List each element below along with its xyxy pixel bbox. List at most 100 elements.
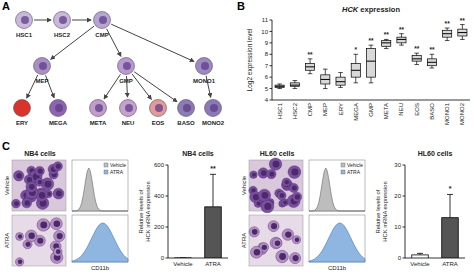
chart-title: HCK expression: [342, 5, 400, 14]
arrow: [134, 72, 177, 102]
nucleus: [26, 242, 31, 247]
micrograph: [249, 215, 303, 266]
significance: **: [429, 46, 435, 53]
category-label: MEGA: [353, 103, 359, 121]
nucleus: [37, 238, 43, 244]
error-bar: [213, 174, 214, 207]
legend-label: Vehicle: [347, 162, 363, 168]
category-label: GMP: [368, 103, 374, 117]
whisker-cap: [293, 88, 298, 89]
y-tick: [270, 31, 273, 32]
whisker-cap: [353, 82, 358, 83]
nucleus: [183, 104, 191, 112]
cell: [196, 58, 213, 75]
category-label: NEU: [398, 103, 404, 116]
whisker-cap: [414, 64, 419, 65]
cell: [276, 250, 289, 263]
category-label: BASO: [429, 103, 435, 120]
axis-title: CD11b: [91, 265, 110, 271]
y-tick: [403, 258, 406, 259]
nucleus: [18, 260, 23, 265]
median: [427, 62, 436, 63]
bars: [412, 194, 459, 258]
cell: [34, 58, 51, 75]
category-label: HSC1: [277, 102, 283, 119]
tick-label: 10: [394, 224, 401, 230]
box: [275, 85, 284, 87]
median: [336, 81, 345, 82]
category-label: HSC2: [292, 102, 298, 119]
nucleus: [262, 192, 269, 199]
cell: [249, 227, 259, 237]
panel-letter: A: [2, 0, 10, 12]
box: [290, 83, 299, 86]
flow-histogram: [309, 160, 365, 211]
cell: [258, 189, 270, 201]
nucleus: [155, 104, 163, 112]
row-label: Vehicle: [241, 175, 247, 195]
nucleus: [123, 62, 131, 70]
panel-letter: B: [237, 0, 245, 12]
cell: [14, 171, 24, 181]
tick-label: 30: [394, 162, 401, 168]
whisker-cap: [430, 54, 435, 55]
nucleus: [28, 233, 34, 239]
histogram-shape: [309, 168, 365, 211]
nucleus: [285, 231, 291, 237]
y-tick: [270, 54, 273, 55]
y-tick: [270, 42, 273, 43]
nucleus: [54, 220, 61, 227]
significance: **: [308, 51, 314, 58]
cell: [50, 100, 67, 117]
cell: [54, 230, 65, 241]
row-label: Vehicle: [4, 175, 10, 195]
cell: [22, 198, 32, 208]
nucleus: [56, 164, 61, 169]
cell: [37, 219, 50, 232]
bars: [175, 174, 222, 258]
nucleus: [56, 191, 62, 197]
whisker-cap: [460, 24, 465, 25]
title-part: expression: [358, 5, 400, 14]
cell: [16, 233, 24, 241]
whisker-cap: [369, 82, 374, 83]
tick-label: 9: [265, 40, 269, 46]
cell: [289, 183, 298, 192]
category-label: Vehicle: [173, 261, 193, 267]
tick-label: 0: [398, 255, 402, 261]
nucleus: [264, 203, 271, 210]
y-tick: [403, 165, 406, 166]
y-tick: [166, 227, 169, 228]
cell: [250, 246, 262, 258]
nucleus: [275, 240, 281, 246]
nucleus: [254, 249, 261, 256]
axis-title-line: HCK mRNA expression: [145, 181, 151, 241]
histogram-frame: [72, 215, 128, 262]
histogram-shape: [72, 168, 128, 211]
cell: [53, 188, 64, 199]
nucleus: [292, 186, 297, 191]
nucleus: [252, 173, 256, 177]
nucleus: [269, 172, 274, 177]
nucleus: [40, 221, 47, 228]
category-label: MONO1: [444, 102, 450, 125]
axis-title: Log2 expression level: [246, 28, 254, 91]
tick-label: 20: [394, 193, 401, 199]
tick-label: 600: [154, 162, 165, 168]
whisker-cap: [308, 73, 313, 74]
image-title: NB4 cells: [24, 150, 56, 157]
histogram-frame: [309, 160, 365, 211]
image-frame: [12, 160, 66, 211]
node-label: MEGA: [49, 120, 68, 126]
significance: **: [210, 165, 216, 172]
whisker-cap: [460, 39, 465, 40]
y-tick: [270, 65, 273, 66]
nucleus: [38, 169, 43, 174]
histogram-frame: [72, 160, 128, 211]
nucleus: [256, 201, 260, 205]
category-label: Vehicle: [410, 261, 430, 267]
arrow: [104, 74, 120, 99]
median: [321, 79, 330, 80]
y-tick: [166, 258, 169, 259]
nucleus: [55, 104, 63, 112]
